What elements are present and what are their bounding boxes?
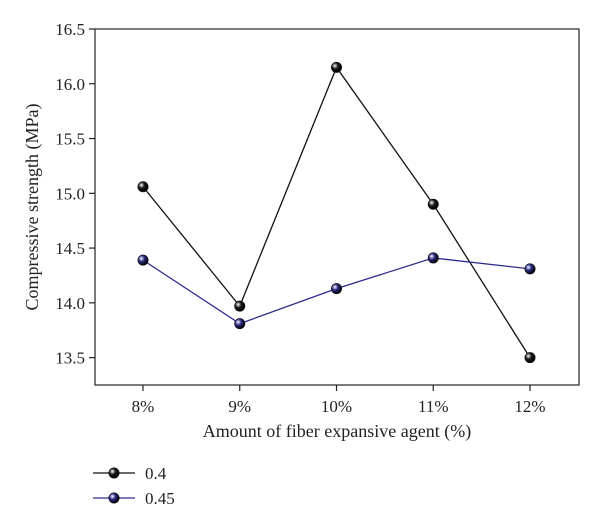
data-point (524, 352, 536, 364)
legend-label: 0.45 (145, 489, 175, 508)
data-point (524, 263, 536, 275)
data-point (234, 300, 246, 312)
data-point (330, 283, 342, 295)
x-tick-label: 11% (418, 397, 449, 416)
y-tick-label: 15.0 (55, 184, 85, 203)
x-tick-label: 8% (132, 397, 155, 416)
data-point (137, 254, 149, 266)
y-tick-label: 16.0 (55, 75, 85, 94)
y-axis-title: Compressive strength (MPa) (22, 104, 43, 311)
x-tick-label: 10% (321, 397, 352, 416)
data-point (330, 61, 342, 73)
series-markers (137, 61, 536, 364)
legend-marker (108, 492, 120, 504)
y-tick-label: 14.0 (55, 294, 85, 313)
data-point (234, 318, 246, 330)
y-tick-label: 16.5 (55, 20, 85, 39)
x-tick-label: 9% (228, 397, 251, 416)
data-point (137, 181, 149, 193)
plot-frame (94, 28, 580, 386)
x-tick-label: 12% (514, 397, 545, 416)
legend-label: 0.4 (145, 464, 167, 483)
x-axis: 8% 9% 10% 11% 12% (132, 385, 546, 416)
x-axis-title: Amount of fiber expansive agent (%) (203, 421, 471, 442)
legend-marker (108, 467, 120, 479)
series-lines (142, 65, 531, 358)
legend: 0.4 0.45 (93, 464, 175, 508)
y-tick-label: 14.5 (55, 239, 85, 258)
data-point (427, 252, 439, 264)
y-tick-label: 15.5 (55, 130, 85, 149)
data-point (427, 198, 439, 210)
series-line-0.4 (142, 65, 531, 358)
y-tick-label: 13.5 (55, 349, 85, 368)
y-axis: 13.5 14.0 14.5 15.0 15.5 16.0 16.5 (55, 20, 95, 368)
